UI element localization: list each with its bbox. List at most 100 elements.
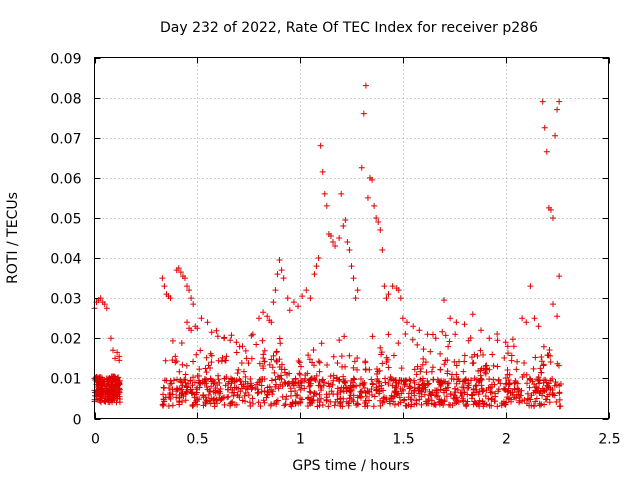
data-point — [419, 375, 426, 382]
data-point — [188, 327, 195, 334]
data-point — [486, 376, 493, 383]
data-point — [402, 330, 409, 337]
data-point — [94, 375, 101, 382]
data-point — [360, 110, 367, 117]
data-point — [309, 399, 316, 406]
data-point — [196, 366, 203, 373]
data-point — [319, 401, 326, 408]
y-axis-label: ROTI / TECUs — [5, 192, 21, 284]
data-point — [273, 349, 280, 356]
data-point — [253, 341, 260, 348]
data-point — [362, 366, 369, 373]
data-point — [389, 283, 396, 290]
data-point — [303, 287, 310, 294]
data-point — [193, 351, 200, 358]
data-point — [336, 235, 343, 241]
data-point — [101, 380, 108, 387]
data-point — [413, 371, 420, 378]
data-point — [520, 371, 527, 378]
data-point — [472, 399, 479, 406]
x-tick-label: 0 — [91, 432, 100, 448]
data-point — [298, 363, 305, 370]
data-point — [452, 331, 459, 338]
data-point — [399, 315, 406, 322]
data-point — [453, 362, 460, 369]
data-point — [435, 399, 442, 406]
data-point — [373, 384, 380, 391]
data-point — [485, 384, 492, 391]
data-point — [270, 299, 277, 306]
data-point — [163, 377, 170, 384]
data-point — [420, 382, 427, 389]
data-point — [447, 402, 454, 409]
data-point — [465, 377, 472, 384]
data-point — [207, 375, 214, 382]
data-point — [488, 389, 495, 396]
data-point — [316, 378, 323, 385]
data-point — [310, 362, 317, 369]
data-point — [469, 311, 476, 318]
data-point — [538, 401, 545, 408]
data-point — [248, 332, 255, 339]
data-point — [179, 382, 186, 389]
data-point — [207, 364, 214, 371]
data-point — [216, 379, 223, 386]
data-point — [233, 339, 240, 346]
data-point — [321, 190, 328, 197]
data-point — [441, 397, 448, 404]
data-point — [206, 397, 213, 404]
data-point — [182, 371, 189, 378]
data-point — [255, 399, 262, 406]
data-point — [311, 390, 318, 397]
data-point — [268, 319, 275, 326]
data-point — [272, 376, 279, 383]
data-point — [197, 347, 204, 354]
data-points — [91, 82, 564, 410]
data-point — [552, 132, 559, 139]
data-point — [269, 388, 276, 395]
data-point — [272, 287, 279, 294]
data-point — [187, 377, 194, 384]
data-point — [316, 399, 323, 406]
data-point — [177, 386, 184, 393]
data-point — [97, 395, 104, 402]
data-point — [538, 369, 545, 376]
data-point — [556, 396, 563, 403]
data-point — [173, 388, 180, 395]
data-point — [461, 352, 468, 359]
data-point — [183, 383, 190, 390]
data-point — [506, 371, 513, 378]
data-point — [113, 393, 120, 400]
data-point — [190, 301, 197, 308]
data-point — [245, 391, 252, 398]
data-point — [483, 362, 490, 369]
data-point — [252, 385, 259, 392]
data-point — [105, 378, 112, 385]
grid-lines — [94, 57, 609, 419]
data-point — [305, 352, 312, 359]
data-point — [112, 355, 119, 362]
data-point — [378, 349, 385, 356]
data-point — [277, 372, 284, 379]
data-point — [370, 403, 377, 410]
data-point — [519, 315, 526, 322]
data-point — [281, 402, 288, 409]
data-point — [526, 402, 533, 409]
data-point — [427, 348, 434, 355]
data-point — [392, 377, 399, 384]
data-point — [189, 390, 196, 397]
data-point — [343, 398, 350, 405]
data-point — [274, 358, 281, 365]
data-point — [169, 386, 176, 393]
data-point — [368, 391, 375, 398]
data-point — [115, 386, 122, 393]
data-point — [379, 247, 386, 254]
data-point — [333, 375, 340, 382]
data-point — [190, 374, 197, 381]
data-point — [301, 378, 308, 385]
data-point — [358, 164, 365, 171]
data-point — [537, 377, 544, 384]
data-point — [449, 371, 456, 378]
data-point — [447, 391, 454, 398]
data-point — [480, 387, 487, 394]
